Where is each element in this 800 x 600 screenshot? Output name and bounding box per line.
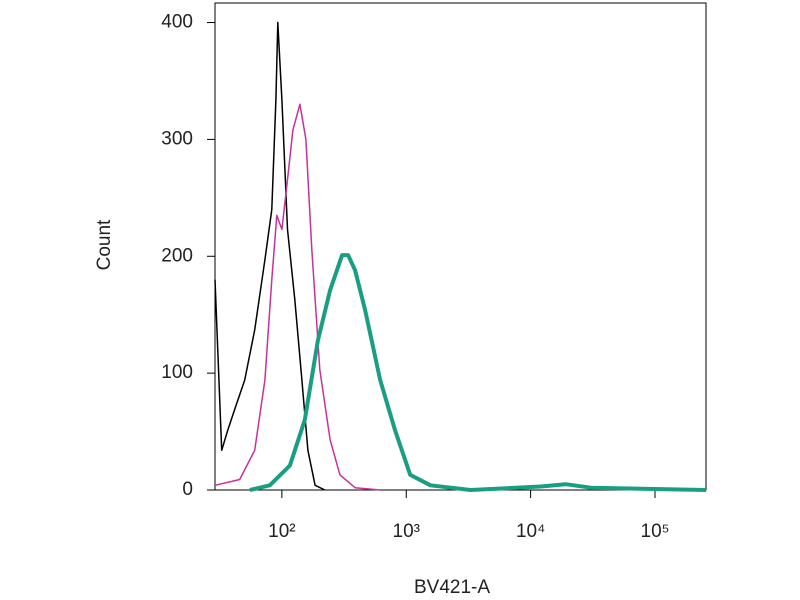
y-tick-label: 300 xyxy=(161,128,193,149)
x-tick-label: 10³ xyxy=(393,521,420,542)
x-tick-label: 10⁴ xyxy=(516,521,545,542)
y-axis-label: Count xyxy=(94,219,115,270)
x-axis-label: BV421-A xyxy=(414,577,490,598)
series-line xyxy=(249,253,707,492)
y-tick-label: 200 xyxy=(161,245,193,266)
x-tick-label: 10⁵ xyxy=(641,521,670,542)
y-tick-label: 0 xyxy=(182,479,193,500)
series-line xyxy=(214,103,381,491)
x-tick-label: 10² xyxy=(268,521,295,542)
y-tick-label: 400 xyxy=(161,12,193,33)
y-tick-label: 100 xyxy=(161,362,193,383)
series-line xyxy=(214,21,326,491)
